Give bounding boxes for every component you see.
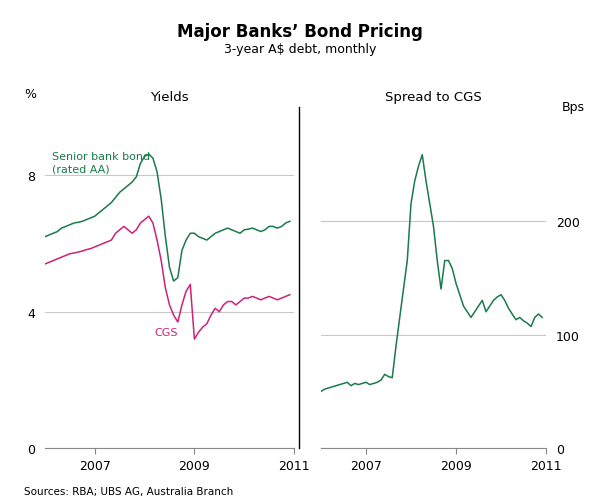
Text: Senior bank bond
(rated AA): Senior bank bond (rated AA) (52, 152, 151, 174)
Text: Major Banks’ Bond Pricing: Major Banks’ Bond Pricing (177, 23, 423, 41)
Y-axis label: %: % (24, 88, 36, 101)
Text: 3-year A$ debt, monthly: 3-year A$ debt, monthly (224, 43, 376, 56)
Text: Sources: RBA; UBS AG, Australia Branch: Sources: RBA; UBS AG, Australia Branch (24, 486, 233, 496)
Title: Yields: Yields (150, 91, 189, 104)
Text: CGS: CGS (155, 328, 178, 338)
Title: Spread to CGS: Spread to CGS (385, 91, 482, 104)
Y-axis label: Bps: Bps (562, 101, 584, 114)
